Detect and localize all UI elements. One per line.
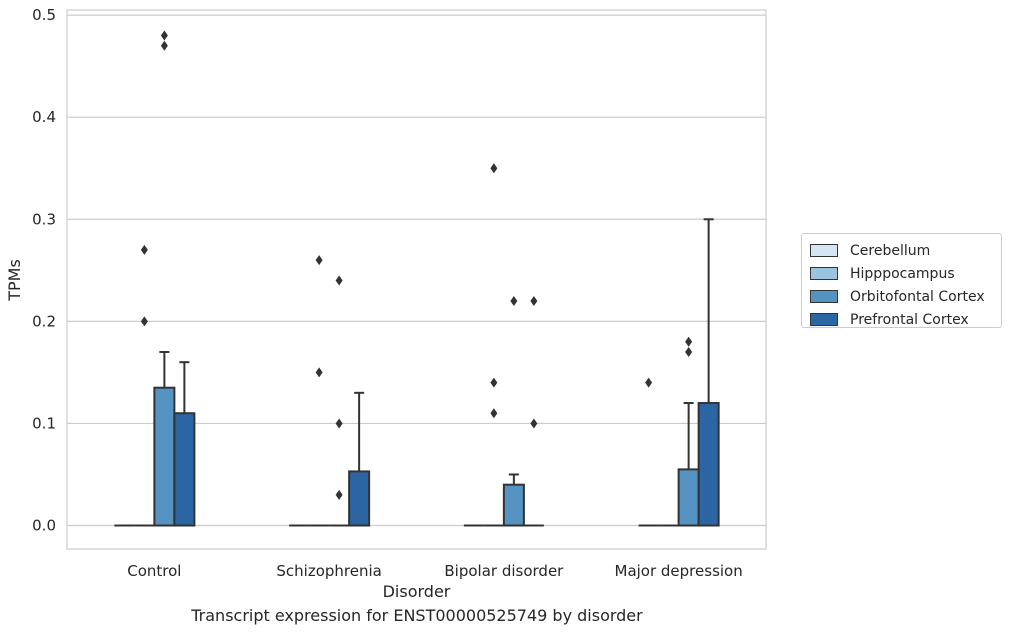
- outlier-1-2-0: [490, 408, 498, 419]
- y-tick-labels: 0.0 0.1 0.2 0.3 0.4 0.5: [32, 6, 56, 534]
- y-tick-label-2: 0.2: [32, 312, 56, 330]
- x-tick-labels: Control Schizophrenia Bipolar disorder Majo…: [127, 562, 742, 580]
- x-tick-label-2: Bipolar disorder: [444, 562, 564, 580]
- outlier-1-1-0: [315, 367, 323, 378]
- legend-swatch-cerebellum: [810, 244, 838, 257]
- box-2-0: [153, 30, 176, 527]
- box-body-2-2: [502, 483, 525, 527]
- box-3-2: [523, 295, 544, 527]
- x-tick-label-3: Major depression: [615, 562, 743, 580]
- legend-swatch-prefrontal-cortex: [810, 313, 838, 326]
- outlier-2-2-0: [510, 295, 518, 306]
- outlier-3-2-1: [530, 295, 538, 306]
- outlier-3-2-0: [530, 418, 538, 429]
- outlier-2-1-1: [335, 418, 343, 429]
- outlier-1-1-1: [315, 255, 323, 266]
- outlier-2-1-0: [335, 489, 343, 500]
- outlier-2-0-0: [160, 40, 168, 51]
- box-body-2-3: [677, 468, 700, 527]
- x-axis-label: Disorder: [383, 582, 451, 601]
- box-body-2-0: [153, 386, 176, 527]
- box-0-3: [638, 377, 659, 527]
- outlier-2-3-0: [685, 346, 693, 357]
- y-tick-label-3: 0.3: [32, 210, 56, 228]
- legend-item-cerebellum: Cerebellum: [810, 239, 1001, 262]
- outlier-1-0-1: [140, 244, 148, 255]
- box-3-1: [348, 391, 371, 527]
- box-2-1: [329, 275, 350, 527]
- outlier-2-3-1: [685, 336, 693, 347]
- x-tick-label-1: Schizophrenia: [276, 562, 381, 580]
- box-2-2: [502, 295, 525, 527]
- outlier-1-2-2: [490, 163, 498, 174]
- box-3-3: [697, 218, 720, 527]
- legend-label-cerebellum: Cerebellum: [850, 242, 931, 259]
- box-1-2: [483, 163, 504, 527]
- outlier-0-3-0: [645, 377, 653, 388]
- y-tick-label-4: 0.4: [32, 108, 56, 126]
- box-1-1: [309, 255, 330, 527]
- legend-item-hippocampus: Hipppocampus: [810, 262, 1001, 285]
- legend-label-orbitofrontal-cortex: Orbitofontal Cortex: [850, 288, 985, 305]
- chart-caption: Transcript expression for ENST0000052574…: [191, 606, 643, 625]
- legend-label-hippocampus: Hipppocampus: [850, 265, 955, 282]
- y-tick-label-0: 0.0: [32, 517, 56, 535]
- outlier-1-2-1: [490, 377, 498, 388]
- boxes: [114, 30, 720, 527]
- legend: Cerebellum Hipppocampus Orbitofontal Cor…: [801, 233, 1002, 328]
- y-tick-label-5: 0.5: [32, 6, 56, 24]
- box-3-0: [173, 361, 196, 527]
- box-body-3-0: [173, 412, 196, 527]
- legend-swatch-hippocampus: [810, 267, 838, 280]
- legend-item-prefrontal-cortex: Prefrontal Cortex: [810, 308, 1001, 331]
- y-axis-label: TPMs: [5, 259, 24, 302]
- outlier-1-0-0: [140, 316, 148, 327]
- plot-area-frame: [66, 9, 767, 550]
- legend-item-orbitofrontal-cortex: Orbitofontal Cortex: [810, 285, 1001, 308]
- legend-swatch-orbitofrontal-cortex: [810, 290, 838, 303]
- outlier-2-0-1: [160, 30, 168, 41]
- box-body-3-1: [348, 470, 371, 527]
- x-tick-label-0: Control: [127, 562, 181, 580]
- legend-label-prefrontal-cortex: Prefrontal Cortex: [850, 311, 969, 328]
- outlier-2-1-2: [335, 275, 343, 286]
- y-tick-label-1: 0.1: [32, 414, 56, 432]
- box-1-0: [134, 244, 155, 527]
- box-body-3-3: [697, 402, 720, 527]
- box-2-3: [677, 336, 700, 527]
